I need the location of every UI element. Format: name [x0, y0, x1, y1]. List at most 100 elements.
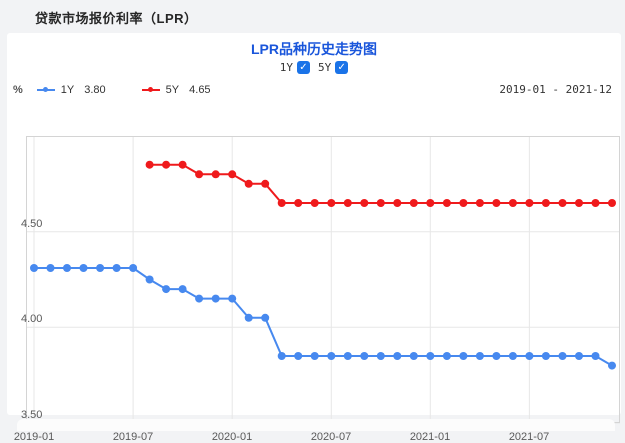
legend-current-value: 3.80: [84, 84, 106, 96]
data-point-1y[interactable]: [112, 264, 121, 272]
data-point-5y[interactable]: [525, 199, 534, 207]
data-point-5y[interactable]: [244, 179, 253, 188]
data-point-1y[interactable]: [393, 352, 402, 360]
series-line-5y: [149, 163, 612, 204]
data-point-1y[interactable]: [492, 352, 501, 360]
data-point-5y[interactable]: [145, 160, 154, 169]
data-point-1y[interactable]: [261, 313, 270, 322]
legend-item-5y: 5Y 4.65: [141, 84, 211, 96]
data-point-5y[interactable]: [541, 199, 550, 207]
toggle-1y-label: 1Y: [279, 61, 293, 74]
x-axis-tick-label: 2021-07: [508, 431, 550, 443]
data-point-1y[interactable]: [475, 352, 484, 360]
x-axis-tick-label: 2020-07: [310, 431, 352, 443]
data-point-5y[interactable]: [376, 199, 385, 207]
data-point-5y[interactable]: [228, 170, 237, 179]
series-line-1y: [34, 267, 613, 367]
legend-row: % 1Y 3.80 5Y 4.65: [13, 82, 615, 98]
data-point-5y[interactable]: [393, 199, 402, 207]
data-point-5y[interactable]: [327, 199, 336, 207]
data-point-5y[interactable]: [343, 199, 352, 207]
data-point-1y[interactable]: [277, 352, 286, 360]
next-panel-edge: [17, 419, 615, 431]
toggle-5y-label: 5Y: [318, 61, 332, 74]
data-point-1y[interactable]: [409, 352, 418, 360]
data-point-1y[interactable]: [442, 352, 451, 360]
data-point-5y[interactable]: [162, 160, 171, 169]
data-point-1y[interactable]: [145, 275, 154, 284]
data-point-1y[interactable]: [360, 352, 369, 360]
data-point-1y[interactable]: [376, 352, 385, 360]
data-point-5y[interactable]: [409, 199, 418, 207]
toggle-5y: 5Y ✓: [318, 61, 349, 74]
data-point-5y[interactable]: [508, 199, 517, 207]
data-point-5y[interactable]: [277, 199, 286, 207]
chart-title: LPR品种历史走势图: [251, 41, 377, 57]
data-point-1y[interactable]: [195, 294, 204, 303]
data-point-1y[interactable]: [343, 352, 352, 360]
data-point-1y[interactable]: [244, 313, 253, 322]
x-axis-tick-label: 2019-01: [13, 431, 55, 443]
chart-card: LPR品种历史走势图 1Y ✓ 5Y ✓ % 1Y 3.80 5Y 4.65 2019-01…: [7, 33, 621, 443]
legend-name: 1Y: [60, 84, 75, 96]
toggle-5y-checkbox[interactable]: ✓: [335, 61, 349, 74]
data-point-5y[interactable]: [261, 179, 270, 188]
data-point-1y[interactable]: [294, 352, 303, 360]
x-axis-tick-label: 2021-01: [409, 431, 451, 443]
data-point-1y[interactable]: [575, 352, 583, 360]
toggle-1y-checkbox[interactable]: ✓: [297, 61, 310, 74]
data-point-5y[interactable]: [178, 160, 187, 169]
data-point-5y[interactable]: [310, 199, 319, 207]
data-point-5y[interactable]: [442, 199, 451, 207]
data-point-5y[interactable]: [475, 199, 484, 207]
legend-item-1y: 1Y 3.80: [36, 84, 106, 96]
data-point-1y[interactable]: [310, 352, 319, 360]
data-point-5y[interactable]: [608, 199, 616, 207]
legend-swatch-1y: [36, 87, 55, 92]
data-point-5y[interactable]: [195, 170, 204, 179]
data-point-1y[interactable]: [129, 264, 138, 272]
data-point-1y[interactable]: [426, 352, 435, 360]
legend-name: 5Y: [165, 84, 180, 96]
x-axis-tick-label: 2020-01: [211, 431, 253, 443]
page-title: 贷款市场报价利率（LPR）: [35, 11, 198, 26]
data-point-1y[interactable]: [46, 264, 55, 272]
legend-swatch-5y: [141, 87, 160, 92]
x-axis-tick-label: 2019-07: [112, 431, 154, 443]
data-point-1y[interactable]: [558, 352, 567, 360]
data-point-5y[interactable]: [591, 199, 600, 207]
data-point-1y[interactable]: [178, 285, 187, 294]
data-point-1y[interactable]: [327, 352, 336, 360]
toggle-1y: 1Y ✓: [280, 61, 310, 74]
data-point-5y[interactable]: [294, 199, 303, 207]
data-point-1y[interactable]: [541, 352, 550, 360]
data-point-5y[interactable]: [211, 170, 220, 179]
chart-canvas[interactable]: [26, 136, 620, 424]
legend: 1Y 3.80 5Y 4.65: [36, 84, 237, 96]
data-point-5y[interactable]: [492, 199, 501, 207]
date-range-label: 2019-01 - 2021-12: [499, 83, 612, 96]
y-axis-tick-label: 3.50: [21, 409, 43, 421]
series-toggles: 1Y ✓ 5Y ✓: [7, 61, 621, 74]
data-point-1y[interactable]: [608, 361, 616, 370]
plot-border: [26, 136, 620, 423]
y-axis-tick-label: 4.50: [21, 218, 43, 230]
data-point-1y[interactable]: [63, 264, 71, 272]
y-axis-unit-label: %: [13, 84, 23, 96]
data-point-5y[interactable]: [426, 199, 435, 207]
data-point-1y[interactable]: [211, 294, 220, 303]
data-point-1y[interactable]: [525, 352, 534, 360]
data-point-1y[interactable]: [459, 352, 468, 360]
data-point-5y[interactable]: [575, 199, 583, 207]
data-point-5y[interactable]: [558, 199, 567, 207]
data-point-5y[interactable]: [360, 199, 369, 207]
data-point-1y[interactable]: [591, 352, 600, 360]
data-point-1y[interactable]: [508, 352, 517, 360]
data-point-1y[interactable]: [79, 264, 88, 272]
data-point-1y[interactable]: [162, 285, 171, 294]
data-point-1y[interactable]: [30, 264, 38, 272]
legend-current-value: 4.65: [189, 84, 211, 96]
data-point-5y[interactable]: [459, 199, 468, 207]
data-point-1y[interactable]: [228, 294, 237, 303]
data-point-1y[interactable]: [96, 264, 105, 272]
